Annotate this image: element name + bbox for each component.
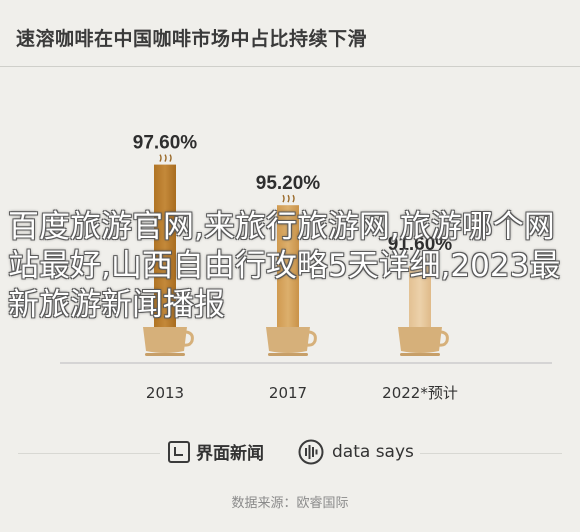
brand-footer: 界面新闻 data says bbox=[0, 436, 580, 472]
cup-icon bbox=[143, 327, 187, 353]
data-source: 数据来源：欧睿国际 bbox=[231, 496, 349, 511]
title-divider bbox=[0, 66, 580, 67]
bar-group-2017: 95.20% bbox=[256, 173, 321, 356]
saucer bbox=[400, 353, 440, 356]
x-tick-label: 2013 bbox=[146, 384, 184, 402]
cup-icon bbox=[398, 327, 442, 353]
brand-name-right: data says bbox=[332, 442, 414, 462]
cup-handle bbox=[438, 330, 449, 347]
data-label: 95.20% bbox=[256, 173, 321, 194]
footer-divider-left bbox=[18, 453, 160, 454]
footer-divider-right bbox=[420, 453, 562, 454]
data-label: 97.60% bbox=[133, 133, 198, 154]
bar-chart: 97.60% 95.20% 91.60% 2013 2017 2022*预计 bbox=[60, 133, 552, 402]
data-label: 91.60% bbox=[388, 234, 453, 255]
cup-handle bbox=[306, 330, 317, 347]
steam-icon bbox=[414, 255, 427, 264]
steam-icon bbox=[159, 154, 172, 162]
bar bbox=[154, 164, 176, 327]
brand-jiemian: 界面新闻 bbox=[168, 439, 264, 464]
brand-name-left: 界面新闻 bbox=[196, 444, 264, 464]
chart-title: 速溶咖啡在中国咖啡市场中占比持续下滑 bbox=[16, 28, 368, 50]
cup-icon bbox=[266, 327, 310, 353]
bar-group-2022: 91.60% bbox=[388, 234, 453, 356]
x-tick-label: 2022*预计 bbox=[382, 384, 458, 402]
x-tick-label: 2017 bbox=[269, 384, 307, 402]
saucer bbox=[268, 353, 308, 356]
cup-handle bbox=[183, 330, 194, 347]
bar bbox=[277, 205, 299, 327]
saucer bbox=[145, 353, 185, 356]
jiemian-logo-icon bbox=[168, 440, 190, 463]
bar bbox=[409, 266, 431, 327]
brand-data-says: data says bbox=[298, 439, 414, 465]
bar-group-2013: 97.60% bbox=[133, 133, 198, 356]
steam-icon bbox=[282, 194, 295, 203]
overlay-text: 百度旅游官网,来旅行旅游网,旅游哪个网站最好,山西自由行攻略5天详细,2023最… bbox=[8, 209, 561, 323]
data-says-icon bbox=[298, 439, 324, 465]
